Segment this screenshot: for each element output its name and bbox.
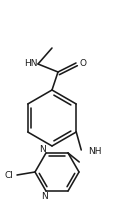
Text: Cl: Cl bbox=[5, 171, 13, 179]
Text: O: O bbox=[79, 59, 87, 67]
Text: HN: HN bbox=[24, 59, 38, 67]
Text: N: N bbox=[39, 145, 45, 155]
Text: N: N bbox=[41, 192, 47, 201]
Text: NH: NH bbox=[88, 146, 102, 156]
